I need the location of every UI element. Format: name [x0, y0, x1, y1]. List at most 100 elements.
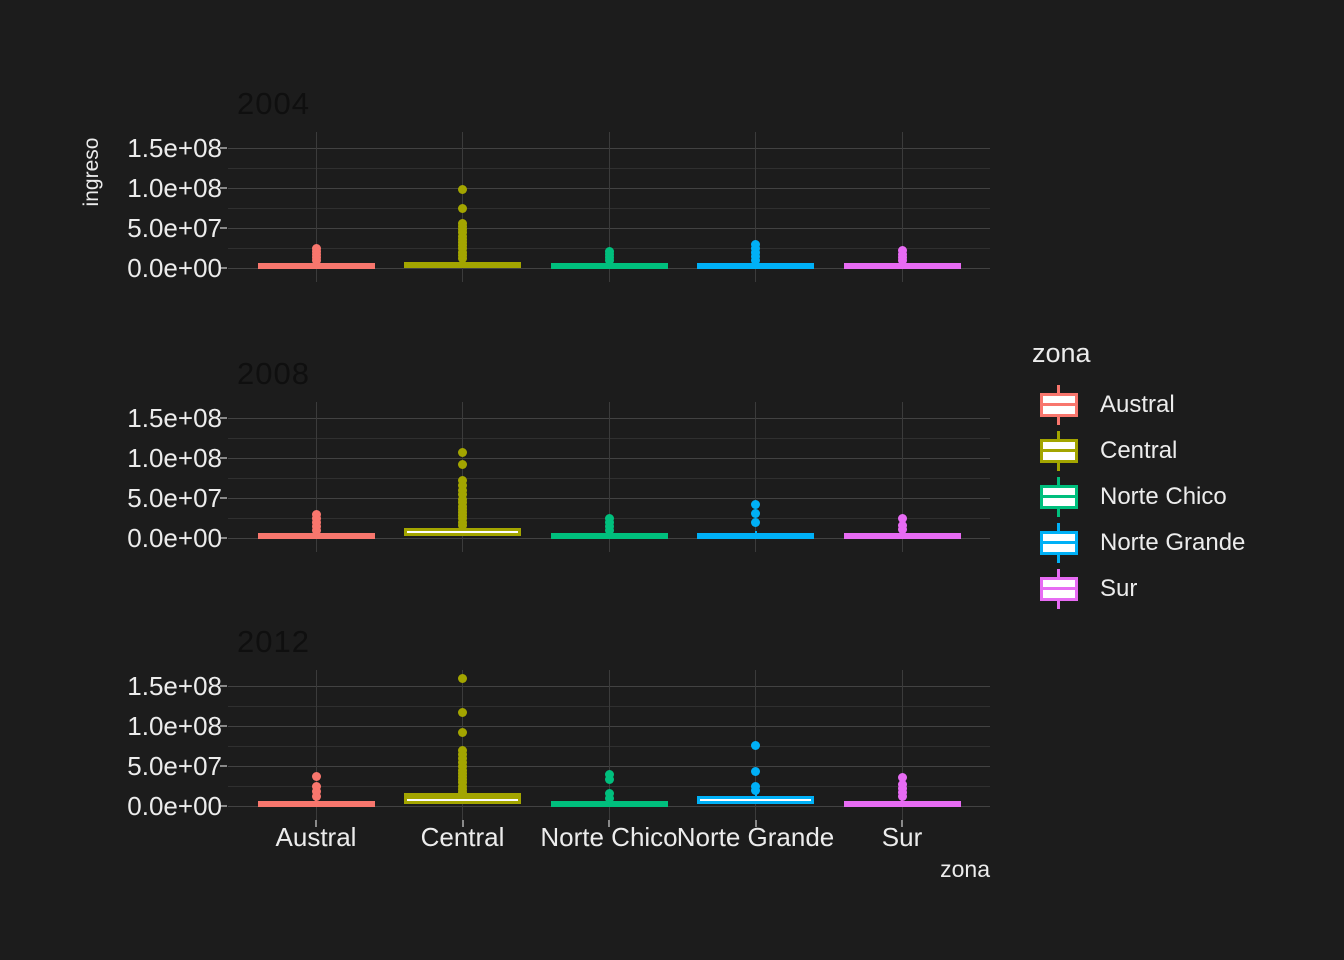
legend-key-median — [1043, 449, 1075, 452]
legend-key-median — [1043, 541, 1075, 544]
legend-item: Norte Chico — [1040, 474, 1227, 520]
outlier-dot — [751, 239, 760, 249]
outlier-dot — [458, 185, 467, 195]
outlier-dot — [751, 781, 760, 791]
boxplot-box — [257, 801, 375, 808]
x-tick-mark — [901, 820, 903, 827]
outlier-dot — [897, 245, 907, 255]
facet-panel — [228, 402, 990, 552]
outlier-dot — [751, 508, 760, 518]
gridline-vertical — [315, 402, 317, 552]
legend-item-label: Norte Grande — [1100, 529, 1246, 556]
facet-title: 2012 — [237, 624, 310, 659]
boxplot-box — [550, 533, 668, 540]
y-tick-label: 5.0e+07 — [127, 751, 222, 781]
legend-item-label: Central — [1100, 437, 1178, 464]
outlier-dot — [458, 673, 467, 683]
y-tick-mark — [220, 147, 227, 149]
outlier-dot — [458, 745, 467, 755]
boxplot-box — [697, 533, 814, 540]
outlier-dot — [604, 775, 614, 785]
y-tick-mark — [220, 267, 227, 269]
y-tick-mark — [220, 227, 227, 229]
outlier-dot — [458, 490, 467, 500]
outlier-dot — [897, 779, 907, 789]
y-tick-mark — [220, 417, 227, 419]
outlier-dot — [604, 788, 614, 798]
outlier-dot — [458, 485, 467, 495]
outlier-dot — [604, 246, 614, 256]
legend-key-median — [1043, 403, 1075, 406]
outlier-dot — [311, 509, 321, 519]
boxplot-box — [257, 533, 375, 540]
gridline-vertical — [901, 670, 903, 820]
y-tick-label: 1.0e+08 — [127, 443, 222, 473]
outlier-dot — [311, 791, 321, 801]
y-tick-mark — [220, 765, 227, 767]
y-tick-mark — [220, 537, 227, 539]
boxplot-box — [697, 263, 814, 270]
gridline-vertical — [608, 670, 610, 820]
boxplot-legend-key-icon — [1040, 523, 1078, 563]
y-tick-mark — [220, 497, 227, 499]
y-tick-label: 1.5e+08 — [127, 671, 222, 701]
facet-title: 2008 — [237, 356, 310, 391]
boxplot-box — [550, 801, 668, 808]
outlier-dot — [458, 203, 467, 213]
boxplot-whisker — [754, 794, 757, 797]
y-tick-label: 5.0e+07 — [127, 213, 222, 243]
facet-panel — [228, 132, 990, 282]
y-tick-label: 0.0e+00 — [127, 253, 222, 283]
outlier-dot — [897, 514, 907, 524]
y-tick-label: 0.0e+00 — [127, 791, 222, 821]
boxplot-box — [843, 533, 961, 540]
outlier-dot — [458, 459, 467, 469]
gridline-vertical — [462, 670, 463, 820]
boxplot-whisker — [754, 530, 757, 534]
outlier-dot — [311, 771, 321, 781]
legend-title: zona — [1032, 338, 1091, 368]
outlier-dot — [604, 793, 614, 803]
outlier-dot — [458, 447, 467, 457]
x-category-label: Sur — [881, 822, 923, 852]
legend-item-label: Norte Chico — [1100, 483, 1227, 510]
gridline-vertical — [755, 132, 756, 282]
y-tick-label: 0.0e+00 — [127, 523, 222, 553]
outlier-dot — [458, 218, 467, 228]
gridline-vertical — [315, 670, 317, 820]
boxplot-legend-key-icon — [1040, 569, 1078, 609]
legend-key-median — [1043, 495, 1075, 498]
outlier-dot — [751, 786, 760, 796]
facet-title: 2004 — [237, 86, 310, 121]
outlier-dot — [751, 740, 760, 750]
x-tick-mark — [315, 820, 317, 827]
y-tick-label: 1.5e+08 — [127, 403, 222, 433]
y-tick-mark — [220, 685, 227, 687]
outlier-dot — [751, 499, 760, 509]
outlier-dot — [897, 520, 907, 530]
gridline-vertical — [755, 402, 756, 552]
gridline-vertical — [901, 402, 903, 552]
y-tick-mark — [220, 457, 227, 459]
x-tick-mark — [461, 820, 464, 827]
boxplot-legend-key-icon — [1040, 477, 1078, 517]
outlier-dot — [311, 243, 321, 253]
legend-item-label: Sur — [1100, 575, 1138, 602]
outlier-dot — [604, 770, 614, 780]
outlier-dot — [897, 772, 907, 782]
facet-panel — [228, 670, 990, 820]
outlier-dot — [458, 727, 467, 737]
x-category-label: Norte Chico — [540, 822, 678, 852]
x-category-label: Central — [420, 822, 505, 852]
outlier-dot — [751, 518, 760, 528]
legend-item: Austral — [1040, 382, 1175, 428]
outlier-dot — [458, 480, 467, 490]
boxplot-box — [843, 801, 961, 808]
outlier-dot — [458, 475, 467, 485]
legend: zona Austral Central Norte Chico Norte Gran… — [1032, 338, 1245, 609]
outlier-dot — [604, 513, 614, 523]
legend-item: Norte Grande — [1040, 520, 1245, 566]
gridline-vertical — [315, 132, 317, 282]
x-category-label: Austral — [275, 822, 357, 852]
